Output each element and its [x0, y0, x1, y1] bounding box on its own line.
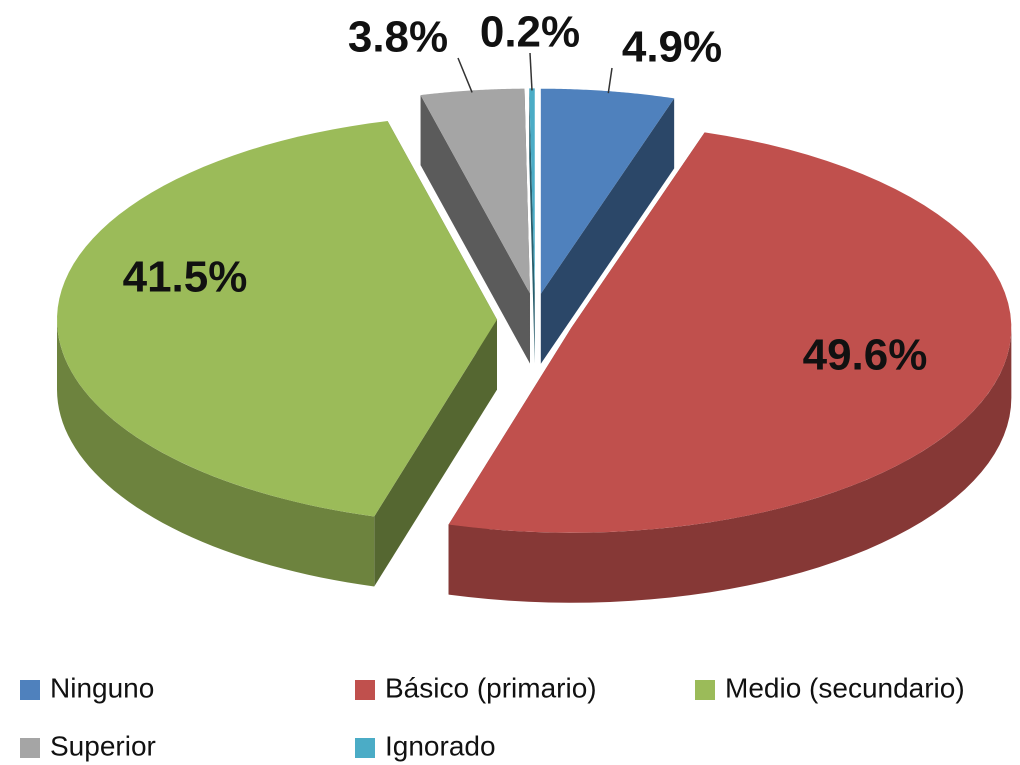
slice-side: [374, 319, 498, 587]
legend-label: Medio (secundario): [725, 672, 965, 703]
legend-item: Medio (secundario): [695, 672, 965, 703]
legend-label: Básico (primario): [385, 672, 597, 703]
legend-label: Superior: [50, 730, 156, 761]
slice: [57, 121, 498, 587]
slice-top: [540, 88, 675, 294]
slice-top: [529, 88, 535, 294]
slice-side: [529, 88, 535, 364]
legend-item: Ninguno: [20, 672, 154, 703]
data-label: 0.2%: [480, 8, 580, 57]
legend-item: Superior: [20, 730, 156, 761]
slice: [448, 132, 1012, 603]
data-label: 3.8%: [348, 13, 448, 62]
slice-wall: [57, 319, 375, 587]
legend-label: Ninguno: [50, 672, 154, 703]
data-label: 49.6%: [803, 331, 928, 380]
legend-swatch: [695, 680, 715, 700]
legend-item: Básico (primario): [355, 672, 597, 703]
legend-label: Ignorado: [385, 730, 496, 761]
slice: [420, 88, 531, 364]
slice-top: [420, 88, 531, 294]
legend-item: Ignorado: [355, 730, 496, 761]
slice-top: [57, 121, 498, 517]
leader-line: [457, 57, 473, 93]
data-label: 4.9%: [622, 23, 722, 72]
slice-top: [448, 132, 1012, 533]
slice: [540, 88, 675, 364]
slice-side: [420, 95, 531, 364]
leader-line: [607, 67, 613, 94]
slice-wall: [448, 327, 1012, 603]
slice-side: [540, 98, 675, 364]
legend-swatch: [20, 680, 40, 700]
legend-swatch: [355, 738, 375, 758]
legend-swatch: [20, 738, 40, 758]
leader-line: [529, 52, 533, 91]
legend-swatch: [355, 680, 375, 700]
slice: [529, 88, 535, 364]
data-label: 41.5%: [123, 253, 248, 302]
